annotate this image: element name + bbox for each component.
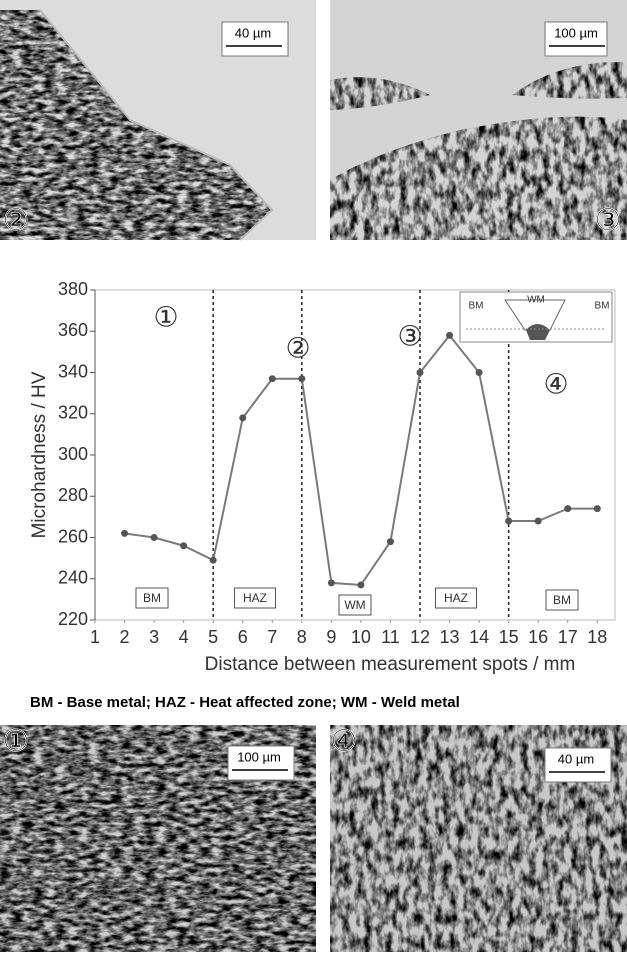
inset-label: BM	[469, 301, 484, 312]
x-tick-label: 1	[90, 627, 100, 647]
y-axis-title: Microhardness / HV	[29, 371, 50, 538]
x-tick-label: 9	[326, 627, 336, 647]
y-tick-label: 320	[58, 403, 88, 423]
x-tick-label: 5	[208, 627, 218, 647]
data-point	[151, 534, 158, 541]
x-tick-label: 11	[381, 627, 400, 647]
x-tick-label: 4	[179, 627, 189, 647]
data-point	[298, 375, 305, 382]
x-tick-label: 6	[238, 627, 248, 647]
x-tick-label: 14	[469, 627, 489, 647]
y-tick-label: 380	[58, 279, 88, 299]
y-tick-label: 280	[58, 485, 88, 505]
scale-label: 40 µm	[235, 25, 271, 40]
x-tick-label: 15	[499, 627, 519, 647]
caption: BM - Base metal; HAZ - Heat affected zon…	[30, 694, 460, 711]
panel-label: ③	[595, 204, 622, 237]
y-tick-label: 260	[58, 526, 88, 546]
y-tick-label: 360	[58, 320, 88, 340]
zone-label: WM	[344, 598, 365, 612]
zone-number: ①	[153, 301, 178, 332]
x-tick-label: 18	[587, 627, 607, 647]
panel-label: ②	[3, 204, 30, 237]
x-tick-label: 3	[149, 627, 159, 647]
hardness-line	[125, 335, 598, 585]
x-tick-label: 2	[120, 627, 130, 647]
data-point	[269, 375, 276, 382]
x-axis-title: Distance between measurement spots / mm	[205, 654, 576, 675]
data-point	[446, 332, 453, 339]
scale-label: 100 µm	[237, 749, 281, 764]
x-tick-label: 12	[410, 627, 430, 647]
y-tick-label: 240	[58, 568, 88, 588]
x-tick-label: 10	[351, 627, 371, 647]
x-tick-label: 8	[297, 627, 307, 647]
data-point	[357, 581, 364, 588]
data-point	[476, 369, 483, 376]
inset-label: BM	[595, 301, 610, 312]
scale-label: 40 µm	[558, 751, 594, 766]
data-point	[121, 530, 128, 537]
y-tick-label: 220	[58, 609, 88, 629]
x-tick-label: 17	[558, 627, 578, 647]
scale-label: 100 µm	[554, 25, 598, 40]
data-point	[594, 505, 601, 512]
data-point	[180, 542, 187, 549]
zone-label: BM	[143, 591, 161, 605]
x-tick-label: 7	[267, 627, 277, 647]
zone-number: ②	[285, 332, 310, 363]
panel-label: ①	[3, 725, 30, 758]
data-point	[387, 538, 394, 545]
zone-label: HAZ	[243, 591, 267, 605]
zone-number: ④	[543, 368, 568, 399]
data-point	[210, 557, 217, 564]
data-point	[564, 505, 571, 512]
data-point	[239, 414, 246, 421]
data-point	[535, 518, 542, 525]
inset-label: WM	[527, 295, 545, 306]
y-tick-label: 300	[58, 444, 88, 464]
zone-number: ③	[397, 320, 422, 351]
data-point	[505, 518, 512, 525]
panel-label: ④	[331, 725, 358, 758]
figure: BM - Base metal; HAZ - Heat affected zon…	[0, 0, 627, 952]
zone-label: HAZ	[444, 591, 468, 605]
x-tick-label: 16	[528, 627, 548, 647]
data-point	[417, 369, 424, 376]
x-tick-label: 13	[440, 627, 460, 647]
zone-label: BM	[553, 593, 571, 607]
y-tick-label: 340	[58, 361, 88, 381]
data-point	[328, 579, 335, 586]
